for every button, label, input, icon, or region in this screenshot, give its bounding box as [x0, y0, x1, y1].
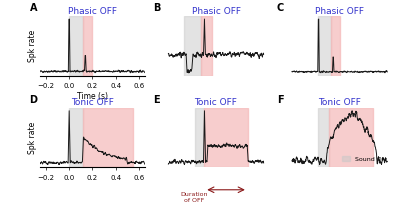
Title: Tonic OFF: Tonic OFF [194, 98, 238, 107]
X-axis label: Time (s): Time (s) [77, 92, 108, 101]
Legend: Sound ON: Sound ON [340, 153, 389, 164]
Bar [331, 16, 340, 75]
Y-axis label: Spk rate: Spk rate [28, 30, 37, 62]
Text: D: D [30, 95, 38, 105]
Bar [83, 16, 92, 75]
Bar [195, 108, 204, 167]
Bar [318, 16, 331, 75]
Bar [318, 108, 329, 167]
Text: Duration
of OFF: Duration of OFF [181, 192, 208, 203]
Text: A: A [30, 3, 37, 13]
Title: Phasic OFF: Phasic OFF [68, 7, 117, 16]
Bar [83, 108, 133, 167]
Title: Tonic OFF: Tonic OFF [318, 98, 361, 107]
Bar [201, 16, 212, 75]
Text: F: F [277, 95, 283, 105]
Y-axis label: Spk rate: Spk rate [28, 122, 37, 154]
Bar [184, 16, 201, 75]
Bar [69, 108, 83, 167]
Bar [204, 108, 248, 167]
Text: C: C [277, 3, 284, 13]
Title: Phasic OFF: Phasic OFF [192, 7, 240, 16]
Text: E: E [153, 95, 160, 105]
Text: B: B [153, 3, 160, 13]
Title: Phasic OFF: Phasic OFF [315, 7, 364, 16]
Bar [329, 108, 374, 167]
Title: Tonic OFF: Tonic OFF [71, 98, 114, 107]
Bar [69, 16, 83, 75]
